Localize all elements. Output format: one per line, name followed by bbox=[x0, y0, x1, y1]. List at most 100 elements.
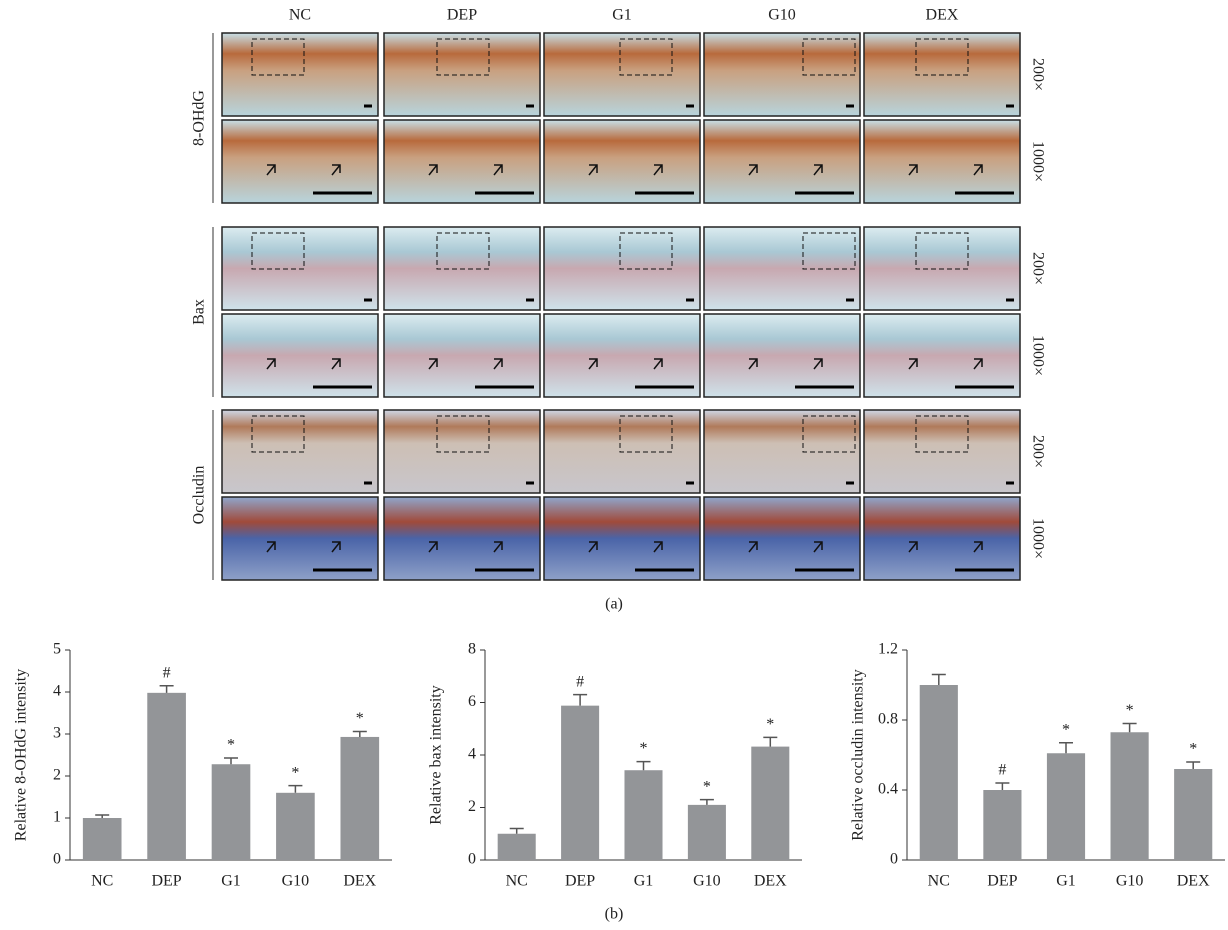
error-bar bbox=[95, 814, 110, 818]
y-axis-label: Relative occludin intensity bbox=[850, 669, 867, 841]
bar bbox=[624, 770, 663, 860]
micrograph bbox=[383, 496, 541, 581]
magnification: 200× bbox=[1029, 252, 1046, 285]
micrograph bbox=[543, 496, 701, 581]
arrow bbox=[813, 541, 823, 553]
y-tick-label: 3 bbox=[53, 725, 61, 742]
inset-box bbox=[436, 232, 490, 270]
row-label: Occludin bbox=[191, 466, 208, 525]
significance-mark: # bbox=[998, 762, 1006, 779]
arrow bbox=[748, 541, 758, 553]
magnification: 1000× bbox=[1029, 141, 1046, 182]
y-tick-label: 1.2 bbox=[878, 641, 898, 658]
x-tick-label: DEP bbox=[151, 873, 181, 890]
arrow bbox=[266, 541, 276, 553]
bar bbox=[276, 792, 315, 860]
y-tick-label: 5 bbox=[53, 641, 61, 658]
inset-box bbox=[251, 232, 305, 270]
bar bbox=[1046, 753, 1086, 860]
y-tick-label: 0 bbox=[53, 851, 61, 868]
bar bbox=[211, 764, 251, 860]
arrow bbox=[813, 358, 823, 370]
micrograph bbox=[383, 119, 541, 204]
bar bbox=[147, 692, 186, 860]
arrow bbox=[493, 358, 503, 370]
panel-label: (a) bbox=[605, 596, 623, 613]
bar bbox=[82, 818, 122, 860]
error-bar bbox=[699, 798, 714, 805]
error-bar bbox=[573, 693, 588, 706]
arrow bbox=[493, 164, 503, 176]
magnification: 1000× bbox=[1029, 335, 1046, 376]
y-tick-label: 8 bbox=[468, 641, 476, 658]
micrograph bbox=[221, 496, 379, 581]
micrograph bbox=[543, 313, 701, 398]
micrograph bbox=[703, 119, 861, 204]
arrow bbox=[908, 358, 918, 370]
bar bbox=[687, 804, 726, 860]
arrow bbox=[428, 358, 438, 370]
x-tick-label: DEX bbox=[1177, 873, 1210, 890]
bar bbox=[1174, 769, 1213, 860]
x-tick-label: G10 bbox=[1116, 873, 1144, 890]
inset-box bbox=[802, 38, 856, 76]
arrow bbox=[428, 541, 438, 553]
y-tick-label: 2 bbox=[468, 798, 476, 815]
inset-box bbox=[915, 38, 969, 76]
arrow bbox=[973, 358, 983, 370]
error-bar bbox=[636, 760, 651, 771]
panel-label: (b) bbox=[605, 906, 624, 923]
inset-box bbox=[915, 415, 969, 453]
x-tick-label: G1 bbox=[634, 873, 654, 890]
significance-mark: * bbox=[1126, 702, 1134, 719]
significance-mark: * bbox=[356, 710, 364, 727]
column-header: G1 bbox=[612, 7, 632, 24]
bar bbox=[919, 685, 958, 860]
micrograph bbox=[863, 496, 1021, 581]
inset-box bbox=[802, 415, 856, 453]
significance-mark: # bbox=[163, 664, 171, 681]
y-tick-label: 1 bbox=[53, 809, 61, 826]
micrograph bbox=[221, 313, 379, 398]
micrograph bbox=[383, 313, 541, 398]
y-tick-label: 6 bbox=[468, 693, 476, 710]
bar bbox=[751, 746, 790, 860]
error-bar bbox=[352, 730, 367, 737]
error-bar bbox=[159, 684, 174, 693]
significance-mark: * bbox=[703, 778, 711, 795]
inset-box bbox=[436, 415, 490, 453]
x-tick-label: DEP bbox=[565, 873, 595, 890]
inset-box bbox=[915, 232, 969, 270]
arrow bbox=[493, 541, 503, 553]
inset-box bbox=[436, 38, 490, 76]
error-bar bbox=[931, 673, 946, 685]
y-tick-label: 4 bbox=[468, 746, 476, 763]
row-label: Bax bbox=[191, 299, 208, 325]
micrograph bbox=[703, 496, 861, 581]
y-axis-label: Relative 8-OHdG intensity bbox=[13, 669, 30, 841]
arrow bbox=[653, 358, 663, 370]
x-tick-label: NC bbox=[506, 873, 528, 890]
arrow bbox=[588, 164, 598, 176]
micrograph bbox=[221, 119, 379, 204]
error-bar bbox=[224, 757, 238, 765]
micrograph bbox=[543, 226, 701, 311]
arrow bbox=[748, 164, 758, 176]
bar bbox=[497, 833, 536, 860]
column-header: G10 bbox=[768, 7, 796, 24]
error-bar bbox=[1059, 742, 1073, 754]
x-tick-label: DEP bbox=[987, 873, 1017, 890]
arrow bbox=[588, 358, 598, 370]
bar bbox=[340, 736, 380, 860]
error-bar bbox=[1186, 761, 1201, 769]
magnification: 200× bbox=[1029, 435, 1046, 468]
arrow bbox=[588, 541, 598, 553]
micrograph bbox=[383, 409, 541, 494]
arrow bbox=[653, 541, 663, 553]
column-header: DEX bbox=[926, 7, 959, 24]
x-tick-label: G1 bbox=[1056, 873, 1076, 890]
significance-mark: * bbox=[766, 716, 774, 733]
y-tick-label: 4 bbox=[53, 683, 61, 700]
magnification: 1000× bbox=[1029, 518, 1046, 559]
